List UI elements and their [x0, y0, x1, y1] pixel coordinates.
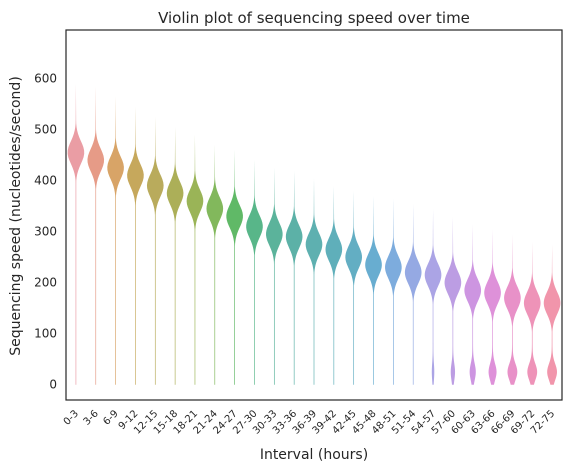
x-axis-ticks: 0-3 3-6 6-99-1212-1515-1818-2121-2424-2727… [62, 408, 557, 436]
violin-0-3 [67, 83, 85, 385]
y-axis-ticks: 0 100 200 300 400 500 600 [34, 71, 57, 391]
violin-48-51 [385, 198, 402, 385]
violin-21-24 [206, 144, 224, 385]
violin-15-18 [166, 126, 184, 385]
violin-69-72 [523, 241, 541, 385]
violin-30-33 [266, 167, 283, 385]
x-tick-label: 3-6 [82, 408, 101, 427]
violin-45-48 [365, 195, 382, 385]
y-tick-label: 0 [49, 378, 57, 392]
violin-66-69 [504, 234, 521, 385]
violin-60-63 [464, 223, 482, 385]
violin-54-57 [424, 208, 442, 385]
x-tick-label: 0-3 [62, 408, 81, 427]
violin-3-6 [87, 86, 105, 385]
violin-24-27 [226, 149, 243, 385]
chart-title: Violin plot of sequencing speed over tim… [158, 9, 470, 27]
violin-12-15 [146, 116, 164, 385]
y-tick-label: 600 [34, 71, 57, 85]
violin-57-60 [444, 216, 462, 385]
y-tick-label: 300 [34, 225, 57, 239]
violin-9-12 [127, 106, 144, 385]
violin-27-30 [246, 160, 263, 385]
violin-33-36 [285, 170, 303, 385]
y-tick-label: 500 [34, 123, 57, 137]
x-axis-label: Interval (hours) [260, 447, 368, 463]
violin-72-75 [543, 244, 561, 385]
violin-39-42 [325, 185, 343, 385]
violins-group [67, 83, 561, 385]
violin-6-9 [107, 96, 124, 385]
violin-36-39 [305, 178, 323, 385]
y-tick-label: 200 [34, 276, 57, 290]
violin-51-54 [404, 203, 422, 385]
violin-63-66 [484, 229, 501, 385]
plot-area [65, 29, 563, 401]
y-tick-label: 400 [34, 174, 57, 188]
violin-42-45 [345, 190, 363, 385]
violin-18-21 [186, 134, 204, 385]
y-axis-label: Sequencing speed (nucleotides/second) [8, 76, 24, 356]
y-tick-label: 100 [34, 327, 57, 341]
